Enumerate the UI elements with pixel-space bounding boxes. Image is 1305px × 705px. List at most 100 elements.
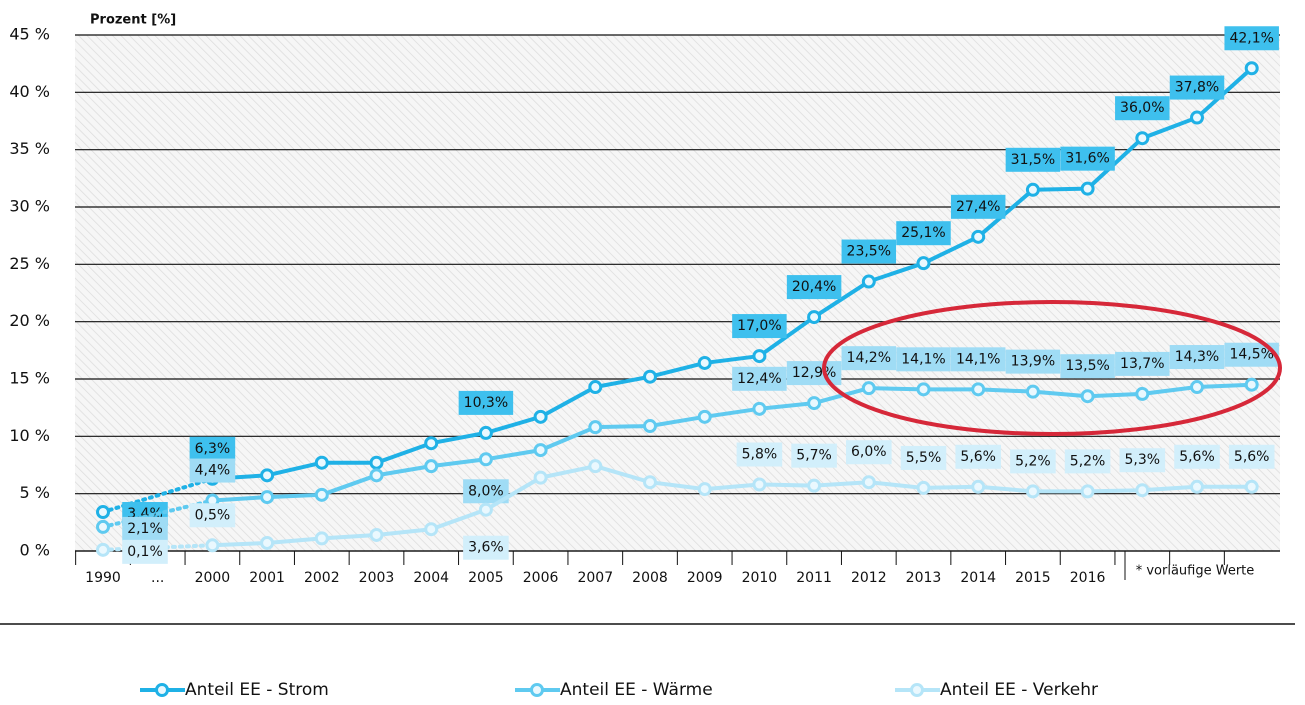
y-tick-label: 30 %: [9, 197, 50, 216]
point: [752, 477, 767, 492]
y-tick-label: 25 %: [9, 254, 50, 273]
point: [697, 482, 712, 497]
x-tick-label: 2013: [906, 570, 942, 586]
value-label-bg: [458, 390, 514, 415]
value-label-bg: [896, 221, 951, 246]
point: [588, 420, 603, 435]
value-label: 23,5%: [847, 244, 891, 260]
point: [971, 382, 986, 397]
value-label-bg: [122, 516, 168, 541]
value-label: 42,1%: [1229, 30, 1273, 46]
point: [916, 382, 931, 397]
value-label-bg: [1005, 349, 1061, 374]
point: [1190, 380, 1204, 395]
point: [697, 409, 712, 424]
value-label-bg: [1005, 147, 1061, 172]
value-label-bg: [1060, 146, 1115, 171]
point: [1080, 181, 1095, 196]
legend-marker: [530, 683, 544, 697]
value-label: 14,5%: [1229, 347, 1273, 363]
point: [369, 527, 384, 542]
y-tick-label: 0 %: [20, 541, 50, 560]
value-label: 10,3%: [464, 395, 508, 411]
x-tick-label: 2006: [523, 570, 559, 586]
point: [260, 468, 275, 483]
y-tick-label: 5 %: [20, 483, 50, 502]
point: [1135, 386, 1150, 401]
point: [752, 349, 767, 364]
point: [96, 519, 110, 534]
value-label: 6,3%: [195, 441, 231, 457]
value-label: 37,8%: [1175, 80, 1219, 96]
plot-background: [75, 35, 1280, 551]
point: [971, 229, 986, 244]
legend-label: Anteil EE - Strom: [185, 680, 329, 700]
y-tick-label: 35 %: [9, 139, 50, 158]
value-label-bg: [189, 458, 236, 483]
x-tick-label: 2005: [468, 570, 504, 586]
value-label: 5,3%: [1125, 452, 1161, 468]
point: [1135, 131, 1150, 146]
x-tick-label: 2002: [304, 570, 340, 586]
legend-marker: [910, 683, 924, 697]
point: [96, 505, 110, 520]
y-tick-label: 45 %: [9, 25, 50, 44]
point: [697, 355, 712, 370]
value-label: 13,5%: [1065, 358, 1109, 374]
point: [1135, 483, 1150, 498]
footnote: * vorläufige Werte: [1136, 564, 1255, 579]
value-label: 0,1%: [127, 544, 163, 560]
point: [1190, 110, 1204, 125]
value-label-bg: [1115, 96, 1170, 121]
legend-label: Anteil EE - Verkehr: [940, 680, 1098, 700]
point: [314, 487, 329, 502]
x-tick-label: 2009: [687, 570, 723, 586]
point: [807, 396, 822, 411]
value-label-bg: [736, 442, 783, 467]
value-label: 14,1%: [956, 351, 1000, 367]
point: [643, 369, 657, 384]
point: [96, 542, 110, 557]
value-label-bg: [1115, 351, 1170, 376]
value-label: 2,1%: [127, 521, 163, 537]
value-label-bg: [841, 346, 897, 371]
value-label: 31,5%: [1011, 152, 1055, 168]
value-label: 17,0%: [737, 318, 781, 334]
point: [1080, 484, 1095, 499]
value-label: 20,4%: [792, 279, 836, 295]
value-label: 5,7%: [796, 448, 832, 464]
highlight-ellipse: [822, 300, 1282, 436]
point: [861, 475, 876, 490]
point: [1025, 182, 1040, 197]
value-label: 25,1%: [901, 225, 945, 241]
point: [1244, 377, 1259, 392]
x-tick-label: 2004: [413, 570, 449, 586]
point: [369, 468, 384, 483]
point: [424, 436, 439, 451]
value-label-bg: [786, 361, 842, 386]
gap-connector: [101, 476, 215, 515]
value-label-bg: [189, 436, 236, 461]
value-label-bg: [1010, 449, 1056, 474]
y-tick-label: 20 %: [9, 311, 50, 330]
point: [314, 455, 329, 470]
value-label: 31,6%: [1065, 151, 1109, 167]
point: [1080, 389, 1095, 404]
value-label: 12,4%: [737, 371, 781, 387]
y-tick-label: 10 %: [9, 426, 50, 445]
x-tick-label: 2000: [195, 570, 231, 586]
value-label-bg: [1060, 354, 1115, 379]
value-label: 12,9%: [792, 365, 836, 381]
point: [1190, 479, 1204, 494]
point: [752, 401, 767, 416]
value-label: 13,7%: [1120, 356, 1164, 372]
point: [260, 535, 275, 550]
x-tick-label: 2010: [742, 570, 778, 586]
legend-marker: [155, 683, 169, 697]
value-label: 5,6%: [1234, 449, 1270, 465]
value-label-bg: [189, 503, 236, 528]
point: [1244, 61, 1259, 76]
x-tick-label: 2008: [632, 570, 668, 586]
point: [533, 409, 548, 424]
point: [1025, 384, 1040, 399]
